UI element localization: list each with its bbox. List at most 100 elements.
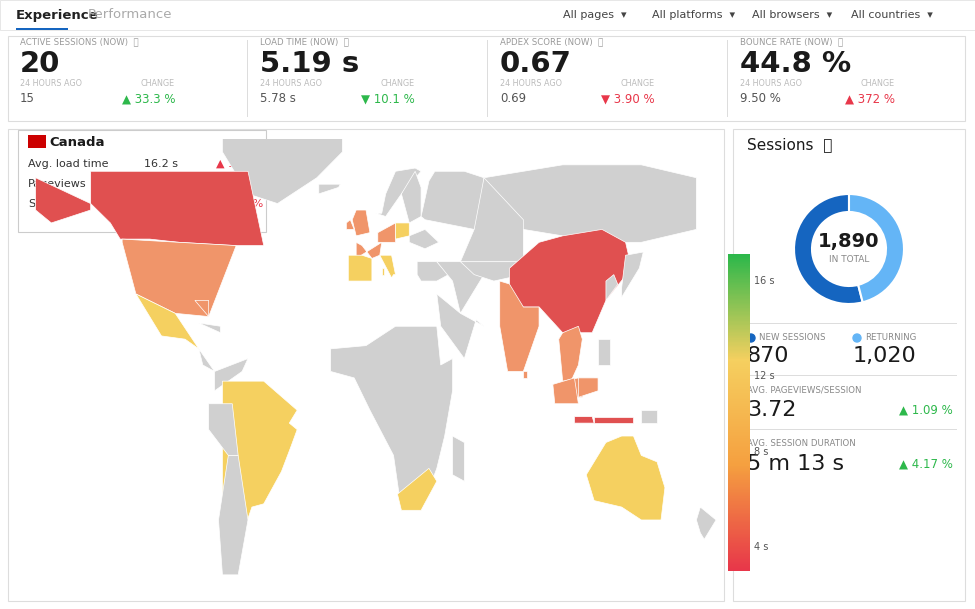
- Polygon shape: [319, 184, 340, 194]
- Polygon shape: [598, 339, 610, 365]
- Polygon shape: [398, 468, 437, 510]
- Polygon shape: [622, 252, 644, 297]
- Polygon shape: [594, 417, 634, 423]
- Text: All pages  ▾: All pages ▾: [563, 10, 627, 20]
- Text: ACTIVE SESSIONS (NOW)  ⓘ: ACTIVE SESSIONS (NOW) ⓘ: [20, 38, 138, 46]
- Text: BOUNCE RATE (NOW)  ⓘ: BOUNCE RATE (NOW) ⓘ: [740, 38, 843, 46]
- Bar: [741, 429, 957, 430]
- Text: Canada: Canada: [49, 135, 104, 149]
- Text: RETURNING: RETURNING: [865, 334, 916, 342]
- Bar: [8, 129, 724, 601]
- Text: ▲ 33.3 %: ▲ 33.3 %: [122, 93, 175, 105]
- Text: LOAD TIME (NOW)  ⓘ: LOAD TIME (NOW) ⓘ: [260, 38, 349, 46]
- Polygon shape: [410, 230, 439, 248]
- Text: 15: 15: [20, 93, 35, 105]
- Polygon shape: [377, 223, 396, 242]
- Polygon shape: [421, 171, 484, 230]
- Polygon shape: [642, 410, 657, 423]
- Text: CHANGE: CHANGE: [861, 79, 895, 88]
- Polygon shape: [586, 436, 665, 520]
- Bar: [18, 130, 266, 232]
- Text: 870: 870: [747, 346, 790, 366]
- Text: 9.50 %: 9.50 %: [740, 93, 781, 105]
- Polygon shape: [460, 178, 524, 262]
- Circle shape: [747, 334, 755, 342]
- Polygon shape: [222, 129, 342, 203]
- Text: Sessions  ⓘ: Sessions ⓘ: [747, 138, 833, 152]
- Polygon shape: [559, 326, 582, 391]
- Polygon shape: [605, 275, 618, 300]
- Text: 20: 20: [20, 50, 60, 78]
- Polygon shape: [380, 255, 396, 278]
- Polygon shape: [696, 507, 716, 540]
- Polygon shape: [331, 326, 452, 510]
- Text: 82: 82: [164, 179, 178, 189]
- Text: 0.69: 0.69: [500, 93, 526, 105]
- Bar: [741, 375, 957, 376]
- Text: 3.72: 3.72: [747, 400, 797, 420]
- Polygon shape: [91, 171, 263, 245]
- Polygon shape: [452, 436, 464, 481]
- Wedge shape: [794, 194, 863, 304]
- Text: All platforms  ▾: All platforms ▾: [652, 10, 735, 20]
- Text: 1,890: 1,890: [818, 231, 879, 250]
- Polygon shape: [500, 281, 539, 371]
- Text: AVG. PAGEVIEWS/SESSION: AVG. PAGEVIEWS/SESSION: [747, 385, 862, 395]
- Polygon shape: [484, 165, 696, 242]
- Polygon shape: [209, 404, 238, 456]
- Text: 5.78 s: 5.78 s: [260, 93, 295, 105]
- Text: Pageviews: Pageviews: [28, 179, 87, 189]
- Text: CHANGE: CHANGE: [381, 79, 415, 88]
- Polygon shape: [346, 220, 354, 230]
- Text: 24 HOURS AGO: 24 HOURS AGO: [500, 79, 562, 88]
- Polygon shape: [396, 223, 410, 239]
- Text: 1,020: 1,020: [853, 346, 916, 366]
- Text: ▲ 1.09 %: ▲ 1.09 %: [899, 404, 953, 417]
- Text: 0.67: 0.67: [500, 50, 572, 78]
- Polygon shape: [510, 230, 632, 333]
- Text: ▲ 372 %: ▲ 372 %: [845, 93, 895, 105]
- Bar: [741, 323, 957, 324]
- Text: ▼ 10.1 %: ▼ 10.1 %: [362, 93, 415, 105]
- Polygon shape: [375, 168, 421, 216]
- Polygon shape: [195, 300, 209, 317]
- Text: AVG. SESSION DURATION: AVG. SESSION DURATION: [747, 440, 856, 448]
- Bar: [8, 36, 965, 121]
- Text: ▼ 53.1%: ▼ 53.1%: [215, 179, 263, 189]
- Text: 5.19 s: 5.19 s: [260, 50, 359, 78]
- Text: 5 m 13 s: 5 m 13 s: [747, 454, 844, 474]
- Text: 24 HOURS AGO: 24 HOURS AGO: [740, 79, 802, 88]
- Polygon shape: [222, 381, 297, 575]
- Polygon shape: [574, 417, 594, 423]
- Text: NEW SESSIONS: NEW SESSIONS: [759, 334, 826, 342]
- Circle shape: [853, 334, 861, 342]
- Text: CHANGE: CHANGE: [140, 79, 175, 88]
- Text: CHANGE: CHANGE: [621, 79, 655, 88]
- Polygon shape: [417, 262, 449, 281]
- Text: ▲ 17.9%: ▲ 17.9%: [215, 159, 263, 169]
- Text: 39: 39: [164, 199, 178, 209]
- Text: 24 HOURS AGO: 24 HOURS AGO: [260, 79, 322, 88]
- Text: Performance: Performance: [88, 9, 173, 21]
- Polygon shape: [136, 294, 199, 349]
- Bar: [733, 129, 965, 601]
- Polygon shape: [437, 262, 484, 314]
- Wedge shape: [849, 194, 904, 302]
- Text: Experience: Experience: [16, 9, 98, 21]
- Text: All countries  ▾: All countries ▾: [851, 10, 933, 20]
- Polygon shape: [218, 456, 248, 575]
- Text: APDEX SCORE (NOW)  ⓘ: APDEX SCORE (NOW) ⓘ: [500, 38, 604, 46]
- Polygon shape: [578, 378, 598, 397]
- Polygon shape: [382, 268, 384, 275]
- Text: All browsers  ▾: All browsers ▾: [752, 10, 833, 20]
- Polygon shape: [402, 171, 421, 223]
- Polygon shape: [563, 378, 594, 397]
- Polygon shape: [122, 239, 236, 317]
- Bar: [0, 0, 975, 30]
- Text: 44.8 %: 44.8 %: [740, 50, 851, 78]
- Text: Sessions: Sessions: [28, 199, 76, 209]
- Polygon shape: [199, 349, 214, 371]
- Polygon shape: [553, 378, 578, 404]
- Polygon shape: [524, 371, 527, 378]
- Polygon shape: [348, 255, 371, 281]
